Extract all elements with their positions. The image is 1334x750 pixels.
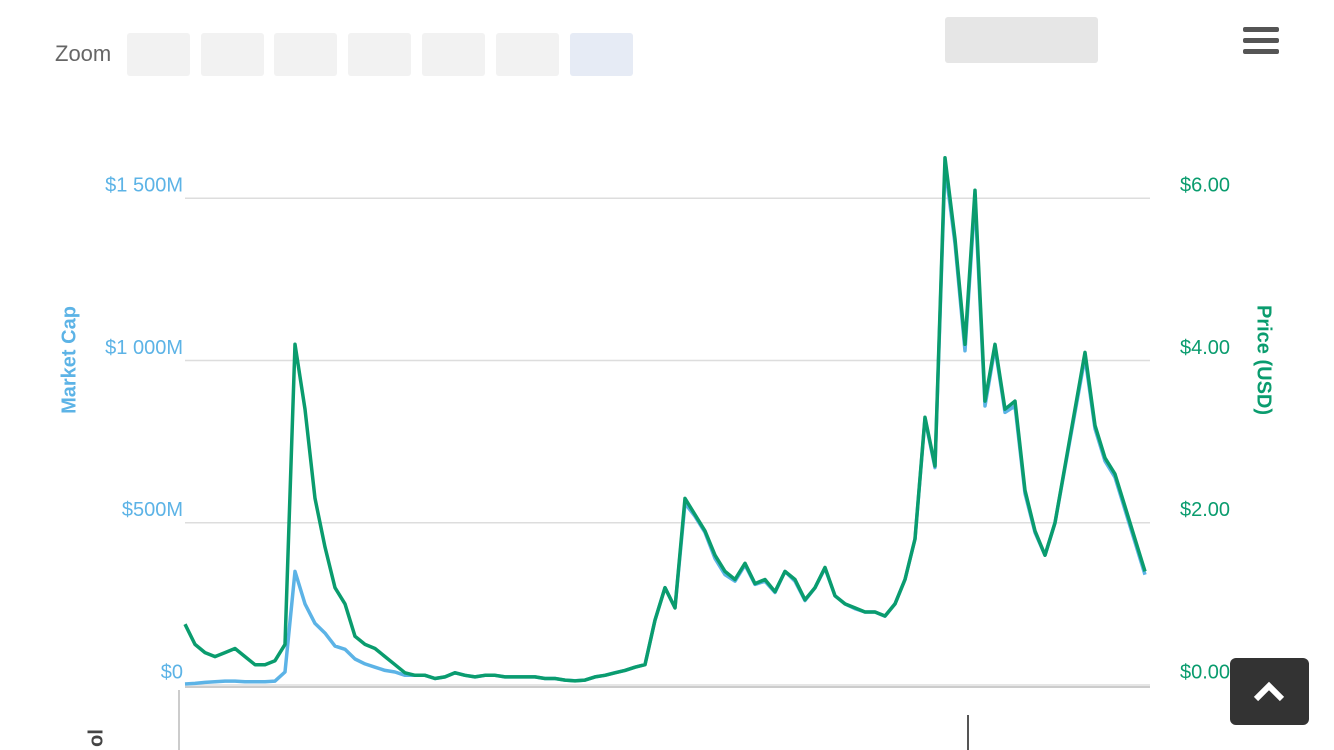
series-line xyxy=(184,164,1147,686)
menu-bar xyxy=(1243,38,1279,43)
menu-bar xyxy=(1243,27,1279,32)
zoom-button[interactable] xyxy=(201,33,264,76)
zoom-button[interactable] xyxy=(496,33,559,76)
scale-button[interactable] xyxy=(1103,17,1231,63)
zoom-button[interactable] xyxy=(348,33,411,76)
back-to-top-bg xyxy=(1230,658,1309,725)
y-tick-label: $1 500M xyxy=(105,175,183,197)
y-tick-label: $0 xyxy=(161,661,183,683)
zoom-button[interactable] xyxy=(422,33,485,76)
zoom-button[interactable] xyxy=(570,33,633,76)
y-tick-label: $500M xyxy=(122,499,183,521)
series-line xyxy=(183,155,1147,683)
zoom-button[interactable] xyxy=(127,33,190,76)
y2-axis-title: Price (USD) xyxy=(1253,305,1275,415)
y2-tick-label: $6.00 xyxy=(1180,175,1230,197)
back-to-top[interactable] xyxy=(1230,658,1309,725)
y-tick-label: $1 000M xyxy=(105,337,183,359)
chevron-up xyxy=(1253,681,1285,702)
y-axis-title: Market Cap xyxy=(58,306,80,414)
zoom-button[interactable] xyxy=(274,33,337,76)
menu-bar xyxy=(1243,49,1279,54)
y2-tick-label: $0.00 xyxy=(1180,661,1230,683)
grid xyxy=(185,197,1150,686)
y2-tick-label: $4.00 xyxy=(1180,337,1230,359)
zoom-label: Zoom xyxy=(55,41,111,66)
scale-button[interactable] xyxy=(945,17,1098,63)
menu-icon[interactable] xyxy=(1243,27,1279,54)
y2-tick-label: $2.00 xyxy=(1180,499,1230,521)
navigator-label: ol xyxy=(85,729,107,747)
